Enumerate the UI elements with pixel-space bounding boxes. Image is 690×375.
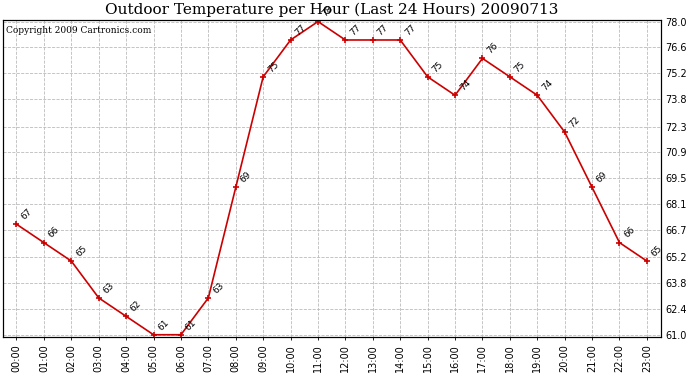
Text: 75: 75	[266, 60, 280, 74]
Text: 74: 74	[540, 78, 555, 93]
Text: 78: 78	[321, 4, 335, 19]
Text: 72: 72	[567, 115, 582, 129]
Text: 62: 62	[129, 299, 144, 314]
Text: 63: 63	[101, 280, 116, 295]
Text: 75: 75	[431, 60, 445, 74]
Text: 65: 65	[74, 244, 88, 258]
Text: 69: 69	[595, 170, 609, 184]
Title: Outdoor Temperature per Hour (Last 24 Hours) 20090713: Outdoor Temperature per Hour (Last 24 Ho…	[105, 3, 558, 17]
Text: 61: 61	[157, 318, 171, 332]
Text: Copyright 2009 Cartronics.com: Copyright 2009 Cartronics.com	[6, 26, 151, 35]
Text: 69: 69	[239, 170, 253, 184]
Text: 66: 66	[47, 225, 61, 240]
Text: 77: 77	[348, 23, 363, 37]
Text: 65: 65	[650, 244, 664, 258]
Text: 77: 77	[293, 23, 308, 37]
Text: 63: 63	[211, 280, 226, 295]
Text: 75: 75	[513, 60, 527, 74]
Text: 61: 61	[184, 318, 198, 332]
Text: 74: 74	[458, 78, 472, 93]
Text: 77: 77	[375, 23, 390, 37]
Text: 67: 67	[19, 207, 34, 221]
Text: 66: 66	[622, 225, 637, 240]
Text: 76: 76	[485, 41, 500, 56]
Text: 77: 77	[403, 23, 417, 37]
